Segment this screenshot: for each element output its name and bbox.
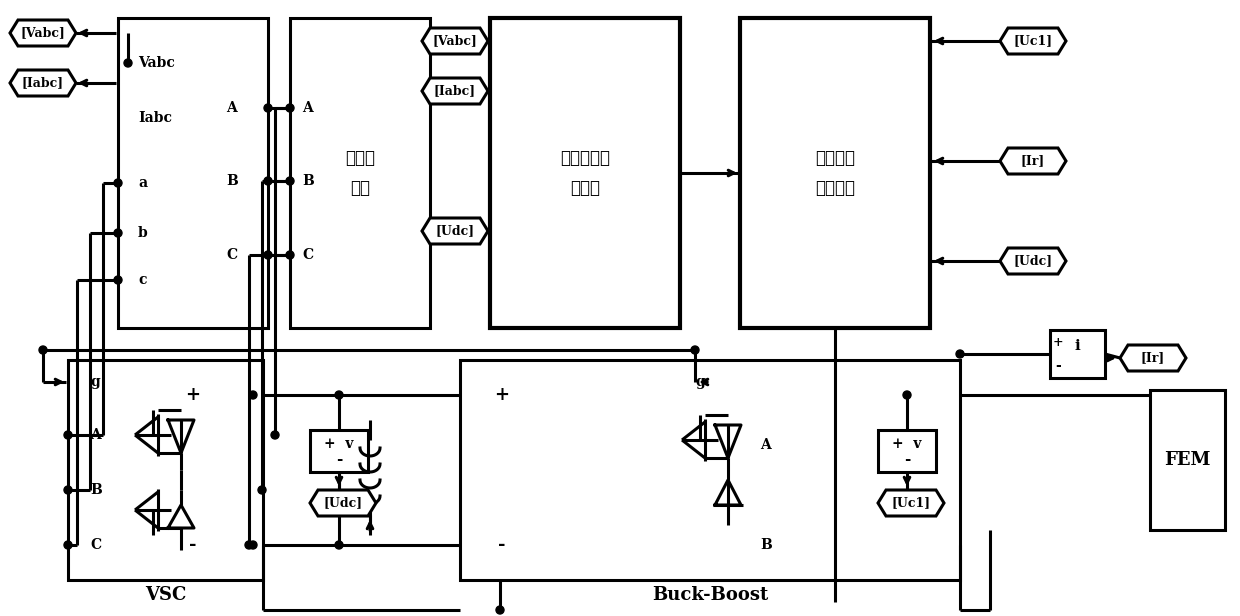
Text: A: A	[760, 438, 771, 452]
Circle shape	[249, 391, 257, 399]
Circle shape	[258, 486, 267, 494]
Text: A: A	[303, 101, 312, 115]
Text: [Iabc]: [Iabc]	[434, 84, 476, 97]
Text: [Uc1]: [Uc1]	[892, 496, 930, 509]
Circle shape	[64, 431, 72, 439]
Text: c: c	[138, 273, 146, 287]
Bar	[490, 18, 680, 328]
Polygon shape	[1120, 345, 1185, 371]
Text: [Vabc]: [Vabc]	[21, 26, 66, 39]
Text: C: C	[303, 248, 314, 262]
Text: C: C	[91, 538, 102, 552]
Circle shape	[264, 177, 272, 185]
Text: VSC: VSC	[145, 586, 186, 604]
Text: b: b	[138, 226, 148, 240]
Text: -: -	[498, 536, 506, 554]
Text: Buck-Boost: Buck-Boost	[652, 586, 768, 604]
Text: i: i	[1075, 339, 1080, 353]
Circle shape	[64, 541, 72, 549]
Circle shape	[264, 251, 272, 259]
Bar	[460, 360, 960, 580]
Circle shape	[335, 391, 343, 399]
Text: 直流电压控: 直流电压控	[560, 150, 610, 166]
Circle shape	[64, 486, 72, 494]
Polygon shape	[10, 20, 76, 46]
Text: -: -	[190, 536, 197, 554]
Text: C: C	[226, 248, 237, 262]
Text: A: A	[226, 101, 237, 115]
Text: +: +	[1053, 336, 1064, 349]
Circle shape	[114, 276, 122, 284]
Circle shape	[335, 541, 343, 549]
Text: +  v: + v	[324, 437, 353, 451]
Polygon shape	[422, 28, 489, 54]
Text: Vabc: Vabc	[138, 56, 175, 70]
Text: B: B	[760, 538, 771, 552]
Circle shape	[114, 179, 122, 187]
Bar	[878, 430, 936, 472]
Circle shape	[246, 541, 253, 549]
Text: [Iabc]: [Iabc]	[22, 76, 64, 89]
Circle shape	[286, 251, 294, 259]
Text: [Uc1]: [Uc1]	[1013, 34, 1053, 47]
Bar	[1050, 330, 1105, 378]
Circle shape	[903, 391, 911, 399]
Circle shape	[264, 104, 272, 112]
Circle shape	[691, 346, 699, 354]
Text: B: B	[303, 174, 314, 188]
Text: g: g	[694, 375, 704, 389]
Text: [Ir]: [Ir]	[1021, 155, 1045, 168]
Text: 三相电: 三相电	[345, 150, 374, 166]
Text: FEM: FEM	[1164, 451, 1210, 469]
Circle shape	[114, 229, 122, 237]
Circle shape	[38, 346, 47, 354]
Bar	[290, 18, 430, 328]
Circle shape	[249, 541, 257, 549]
Bar	[1149, 390, 1225, 530]
Text: 压源: 压源	[350, 179, 370, 197]
Circle shape	[956, 350, 963, 358]
Bar	[310, 430, 368, 472]
Text: a: a	[138, 176, 148, 190]
Text: 控制模块: 控制模块	[815, 179, 856, 197]
Text: A: A	[91, 428, 100, 442]
Bar	[118, 18, 268, 328]
Text: g: g	[91, 375, 99, 389]
Circle shape	[286, 177, 294, 185]
Bar	[740, 18, 930, 328]
Text: -: -	[336, 453, 342, 467]
Circle shape	[286, 104, 294, 112]
Text: -: -	[1055, 359, 1061, 373]
Bar	[68, 360, 263, 580]
Text: [Udc]: [Udc]	[435, 224, 475, 238]
Polygon shape	[999, 148, 1066, 174]
Text: B: B	[226, 174, 238, 188]
Text: -: -	[904, 453, 910, 467]
Text: 制模块: 制模块	[570, 179, 600, 197]
Text: +  v: + v	[893, 437, 921, 451]
Polygon shape	[999, 248, 1066, 274]
Text: +: +	[186, 386, 201, 404]
Text: +: +	[495, 386, 510, 404]
Text: [Ir]: [Ir]	[1141, 352, 1166, 365]
Circle shape	[496, 606, 503, 614]
Polygon shape	[422, 78, 489, 104]
Polygon shape	[999, 28, 1066, 54]
Text: B: B	[91, 483, 102, 497]
Circle shape	[124, 59, 131, 67]
Polygon shape	[10, 70, 76, 96]
Polygon shape	[310, 490, 376, 516]
Circle shape	[272, 431, 279, 439]
Text: [Vabc]: [Vabc]	[433, 34, 477, 47]
Polygon shape	[422, 218, 489, 244]
Text: 直流电流: 直流电流	[815, 150, 856, 166]
Text: Iabc: Iabc	[138, 111, 172, 125]
Text: [Udc]: [Udc]	[324, 496, 362, 509]
Polygon shape	[878, 490, 944, 516]
Text: [Udc]: [Udc]	[1013, 254, 1053, 267]
